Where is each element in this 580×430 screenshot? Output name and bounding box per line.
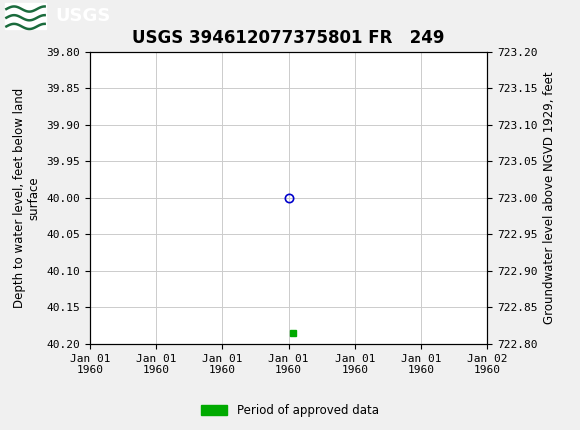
Bar xyxy=(5,3,46,29)
Y-axis label: Depth to water level, feet below land
surface: Depth to water level, feet below land su… xyxy=(13,88,41,308)
Y-axis label: Groundwater level above NGVD 1929, feet: Groundwater level above NGVD 1929, feet xyxy=(543,71,556,324)
Title: USGS 394612077375801 FR   249: USGS 394612077375801 FR 249 xyxy=(132,29,445,47)
Legend: Period of approved data: Period of approved data xyxy=(197,399,383,422)
Text: USGS: USGS xyxy=(55,7,110,25)
